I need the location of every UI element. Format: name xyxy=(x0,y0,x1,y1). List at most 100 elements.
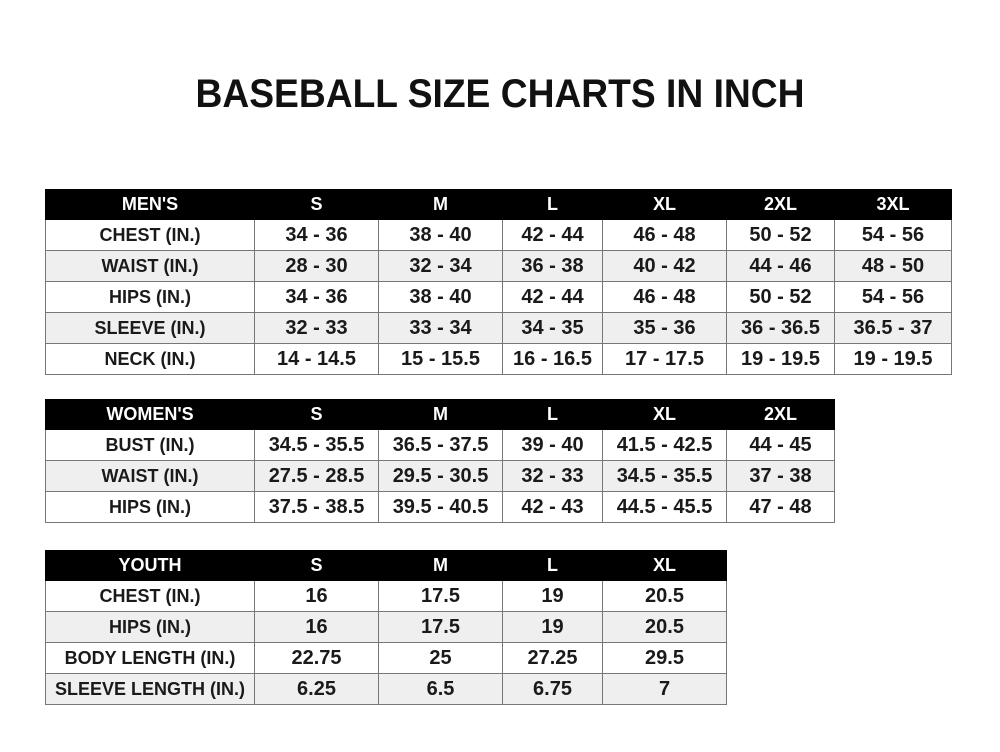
page-title: BASEBALL SIZE CHARTS IN INCH xyxy=(195,72,805,116)
size-value: 34 - 35 xyxy=(502,312,603,344)
size-value: 36 - 36.5 xyxy=(726,312,835,344)
size-value: 6.5 xyxy=(378,673,503,705)
size-value: 46 - 48 xyxy=(602,219,727,251)
size-value: 20.5 xyxy=(602,611,727,643)
size-value: 54 - 56 xyxy=(834,281,952,313)
size-header: L xyxy=(502,550,603,581)
size-value: 19 xyxy=(502,580,603,612)
size-value: 36.5 - 37.5 xyxy=(378,429,503,461)
measurement-label: NECK (IN.) xyxy=(45,343,255,375)
measurement-label: HIPS (IN.) xyxy=(45,281,255,313)
size-value: 46 - 48 xyxy=(602,281,727,313)
size-header: M xyxy=(378,550,503,581)
table-row: HIPS (IN.) 37.5 - 38.5 39.5 - 40.5 42 - 43 4… xyxy=(45,491,835,523)
table-header-row: MEN'S S M L XL 2XL 3XL xyxy=(45,189,952,220)
size-header: M xyxy=(378,399,503,430)
size-value: 25 xyxy=(378,642,503,674)
table-header-row: WOMEN'S S M L XL 2XL xyxy=(45,399,835,430)
size-value: 38 - 40 xyxy=(378,281,503,313)
table-row: BUST (IN.) 34.5 - 35.5 36.5 - 37.5 39 - 40 4… xyxy=(45,429,835,461)
size-value: 48 - 50 xyxy=(834,250,952,282)
size-header: XL xyxy=(602,189,727,220)
table-row: CHEST (IN.) 34 - 36 38 - 40 42 - 44 46 - 48 5… xyxy=(45,219,952,251)
table-row: HIPS (IN.) 34 - 36 38 - 40 42 - 44 46 - 48 50… xyxy=(45,281,952,313)
size-value: 32 - 33 xyxy=(254,312,379,344)
size-value: 32 - 34 xyxy=(378,250,503,282)
size-value: 19 - 19.5 xyxy=(834,343,952,375)
size-value: 16 - 16.5 xyxy=(502,343,603,375)
measurement-label: BODY LENGTH (IN.) xyxy=(45,642,255,674)
measurement-label: HIPS (IN.) xyxy=(45,611,255,643)
youth-size-table: YOUTH S M L XL CHEST (IN.) 16 17.5 19 20.5 HIPS (I… xyxy=(45,550,727,705)
size-value: 36 - 38 xyxy=(502,250,603,282)
size-value: 34.5 - 35.5 xyxy=(254,429,379,461)
size-header: S xyxy=(254,399,379,430)
size-value: 40 - 42 xyxy=(602,250,727,282)
category-header: YOUTH xyxy=(45,550,255,581)
size-value: 19 - 19.5 xyxy=(726,343,835,375)
size-value: 22.75 xyxy=(254,642,379,674)
measurement-label: WAIST (IN.) xyxy=(45,250,255,282)
size-header: L xyxy=(502,399,603,430)
size-header: 2XL xyxy=(726,399,835,430)
table-header-row: YOUTH S M L XL xyxy=(45,550,727,581)
category-header: MEN'S xyxy=(45,189,255,220)
size-value: 27.25 xyxy=(502,642,603,674)
table-row: NECK (IN.) 14 - 14.5 15 - 15.5 16 - 16.5 17 … xyxy=(45,343,952,375)
table-row: WAIST (IN.) 27.5 - 28.5 29.5 - 30.5 32 - 33… xyxy=(45,460,835,492)
womens-size-table: WOMEN'S S M L XL 2XL BUST (IN.) 34.5 - 35.5 36.5… xyxy=(45,399,835,523)
size-value: 17.5 xyxy=(378,611,503,643)
size-value: 39.5 - 40.5 xyxy=(378,491,503,523)
size-value: 17.5 xyxy=(378,580,503,612)
size-value: 47 - 48 xyxy=(726,491,835,523)
size-value: 34 - 36 xyxy=(254,281,379,313)
mens-size-table: MEN'S S M L XL 2XL 3XL CHEST (IN.) 34 - 36 38 - 4… xyxy=(45,189,952,375)
size-value: 32 - 33 xyxy=(502,460,603,492)
size-value: 44 - 45 xyxy=(726,429,835,461)
size-value: 17 - 17.5 xyxy=(602,343,727,375)
table-row: CHEST (IN.) 16 17.5 19 20.5 xyxy=(45,580,727,612)
size-value: 44 - 46 xyxy=(726,250,835,282)
size-header: M xyxy=(378,189,503,220)
measurement-label: HIPS (IN.) xyxy=(45,491,255,523)
size-value: 37 - 38 xyxy=(726,460,835,492)
size-value: 29.5 - 30.5 xyxy=(378,460,503,492)
size-value: 36.5 - 37 xyxy=(834,312,952,344)
size-value: 16 xyxy=(254,580,379,612)
measurement-label: SLEEVE (IN.) xyxy=(45,312,255,344)
table-row: WAIST (IN.) 28 - 30 32 - 34 36 - 38 40 - 42 4… xyxy=(45,250,952,282)
table-row: SLEEVE (IN.) 32 - 33 33 - 34 34 - 35 35 - 36… xyxy=(45,312,952,344)
size-value: 19 xyxy=(502,611,603,643)
size-value: 42 - 44 xyxy=(502,219,603,251)
size-value: 41.5 - 42.5 xyxy=(602,429,727,461)
size-value: 42 - 43 xyxy=(502,491,603,523)
size-value: 14 - 14.5 xyxy=(254,343,379,375)
measurement-label: CHEST (IN.) xyxy=(45,219,255,251)
size-header: S xyxy=(254,189,379,220)
size-value: 34 - 36 xyxy=(254,219,379,251)
table-row: HIPS (IN.) 16 17.5 19 20.5 xyxy=(45,611,727,643)
size-value: 27.5 - 28.5 xyxy=(254,460,379,492)
size-value: 33 - 34 xyxy=(378,312,503,344)
size-value: 44.5 - 45.5 xyxy=(602,491,727,523)
size-header: L xyxy=(502,189,603,220)
size-header: XL xyxy=(602,550,727,581)
table-row: BODY LENGTH (IN.) 22.75 25 27.25 29.5 xyxy=(45,642,727,674)
size-header: 3XL xyxy=(834,189,952,220)
size-value: 50 - 52 xyxy=(726,219,835,251)
size-value: 34.5 - 35.5 xyxy=(602,460,727,492)
size-value: 7 xyxy=(602,673,727,705)
size-value: 38 - 40 xyxy=(378,219,503,251)
size-value: 42 - 44 xyxy=(502,281,603,313)
size-value: 50 - 52 xyxy=(726,281,835,313)
size-value: 6.25 xyxy=(254,673,379,705)
table-row: SLEEVE LENGTH (IN.) 6.25 6.5 6.75 7 xyxy=(45,673,727,705)
size-value: 6.75 xyxy=(502,673,603,705)
measurement-label: WAIST (IN.) xyxy=(45,460,255,492)
size-header: XL xyxy=(602,399,727,430)
category-header: WOMEN'S xyxy=(45,399,255,430)
measurement-label: BUST (IN.) xyxy=(45,429,255,461)
size-value: 39 - 40 xyxy=(502,429,603,461)
size-value: 28 - 30 xyxy=(254,250,379,282)
size-value: 37.5 - 38.5 xyxy=(254,491,379,523)
